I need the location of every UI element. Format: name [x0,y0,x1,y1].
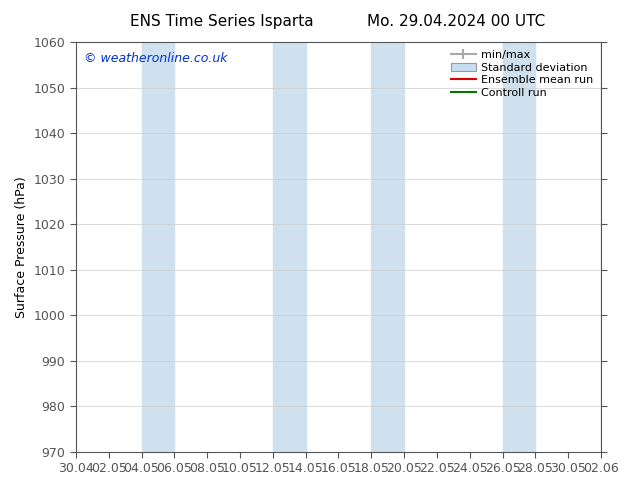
Text: © weatheronline.co.uk: © weatheronline.co.uk [84,52,227,65]
Bar [503,42,536,452]
Legend: min/max, Standard deviation, Ensemble mean run, Controll run: min/max, Standard deviation, Ensemble me… [446,46,598,102]
Bar [141,42,174,452]
Bar [601,42,634,452]
Bar [372,42,404,452]
Bar [273,42,306,452]
Y-axis label: Surface Pressure (hPa): Surface Pressure (hPa) [15,176,28,318]
Text: Mo. 29.04.2024 00 UTC: Mo. 29.04.2024 00 UTC [367,14,546,29]
Text: ENS Time Series Isparta: ENS Time Series Isparta [130,14,314,29]
